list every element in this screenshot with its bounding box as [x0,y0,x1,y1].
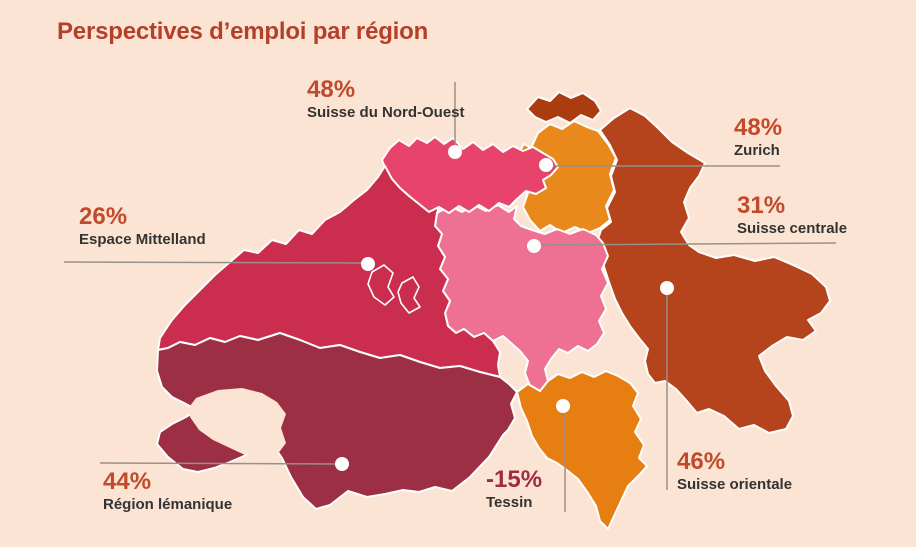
region-label-nord-ouest: 48% Suisse du Nord-Ouest [307,76,465,122]
region-name: Suisse orientale [677,475,793,493]
canton-border-detail [397,276,421,314]
map-region-region-lemanique [156,332,518,510]
region-name: Suisse centrale [737,219,848,237]
region-dot-lemanique [335,457,349,471]
leader-line-mittelland [63,261,367,264]
map-region-suisse-orientale [596,107,831,434]
region-name: Tessin [486,493,533,511]
region-name: Espace Mittelland [79,230,206,248]
region-name: Suisse du Nord-Ouest [307,103,465,121]
page-title: Perspectives d’emploi par région [57,18,429,45]
region-dot-nord-ouest [448,145,462,159]
region-label-tessin: -15% Tessin [486,466,542,512]
region-label-orientale: 46% Suisse orientale [677,448,792,494]
region-value: -15% [486,466,543,493]
map-region-schaffhouse-exclave [526,91,602,124]
map-region-tessin [516,370,648,530]
region-value: 46% [677,448,726,475]
region-name: Zurich [734,141,780,159]
region-dot-tessin [556,399,570,413]
leader-line-centrale [535,242,837,246]
canton-border-detail [367,264,395,306]
region-label-mittelland: 26% Espace Mittelland [79,203,206,249]
region-value: 44% [103,468,152,495]
region-dot-orientale [660,281,674,295]
region-name: Région lémanique [103,495,233,513]
region-label-centrale: 31% Suisse centrale [737,192,847,238]
region-dot-zurich [539,158,553,172]
region-value: 48% [734,114,783,141]
region-label-zurich: 48% Zurich [734,114,782,160]
leader-line-lemanique [99,462,341,465]
region-value: 26% [79,203,128,230]
region-dot-mittelland [361,257,375,271]
lake-geneva [190,388,286,455]
region-label-lemanique: 44% Région lémanique [103,468,232,514]
region-dot-centrale [527,239,541,253]
region-value: 48% [307,76,356,103]
region-value: 31% [737,192,786,219]
